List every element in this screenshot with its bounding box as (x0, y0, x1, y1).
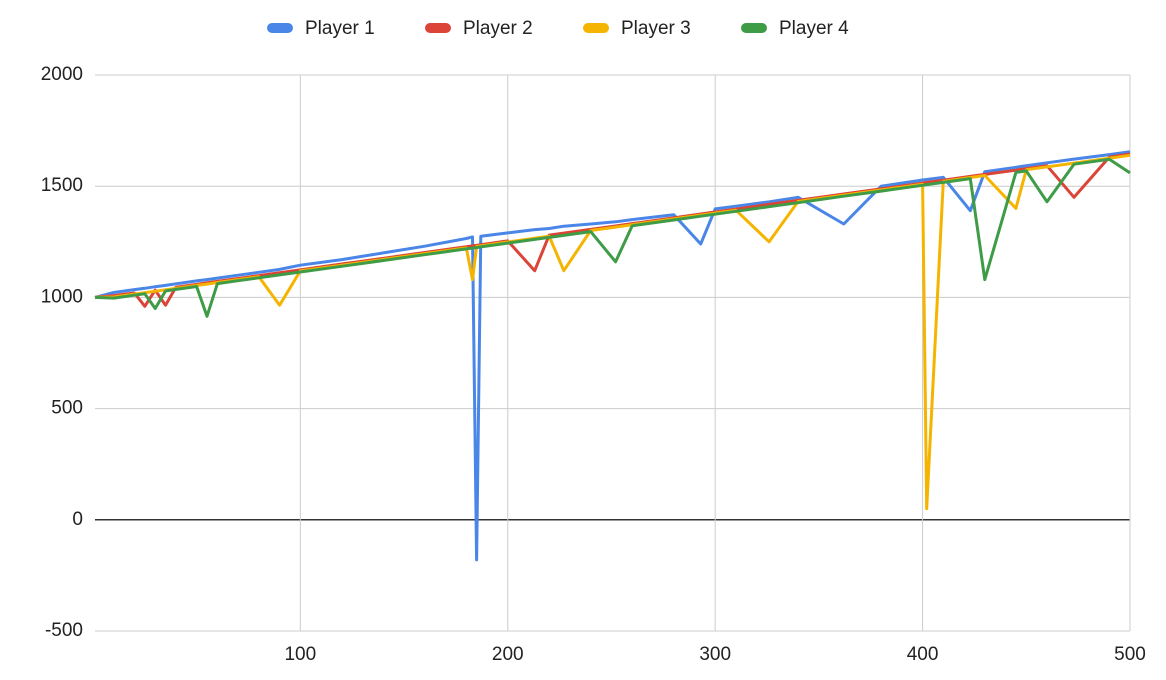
y-tick-label: 1000 (41, 286, 83, 307)
x-tick-label: 300 (699, 644, 731, 665)
x-tick-label: 100 (284, 644, 316, 665)
y-tick-label: 500 (51, 398, 83, 419)
legend-label: Player 4 (779, 18, 849, 39)
series-line (94, 157, 1131, 318)
x-tick-label: 500 (1114, 644, 1146, 665)
x-tick-label: 400 (907, 644, 939, 665)
y-tick-label: 2000 (41, 64, 83, 85)
y-tick-label: 1500 (41, 175, 83, 196)
legend-swatch (741, 23, 767, 33)
legend-swatch (267, 23, 293, 33)
legend-label: Player 2 (463, 18, 533, 39)
legend-label: Player 3 (621, 18, 691, 39)
y-tick-label: -500 (45, 620, 83, 641)
y-tick-label: 0 (72, 509, 83, 530)
legend-swatch (583, 23, 609, 33)
legend-swatch (425, 23, 451, 33)
legend-label: Player 1 (305, 18, 375, 39)
series-line (94, 150, 1131, 562)
x-tick-label: 200 (492, 644, 524, 665)
